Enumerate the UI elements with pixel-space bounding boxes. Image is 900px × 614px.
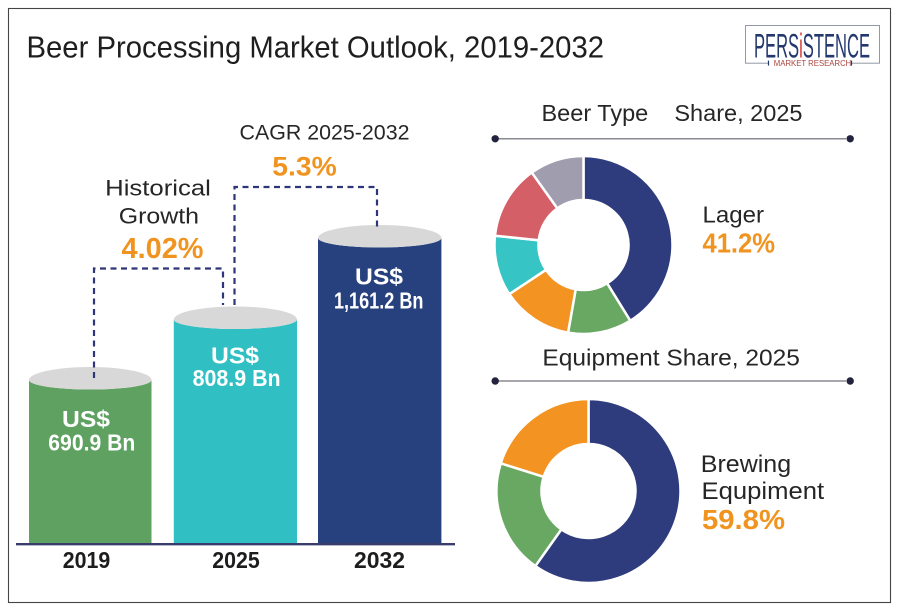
svg-text:PERSiSTENCE: PERSiSTENCE	[754, 28, 870, 66]
svg-text:Growth: Growth	[119, 204, 199, 229]
svg-text:808.9 Bn: 808.9 Bn	[193, 365, 281, 391]
svg-text:690.9 Bn: 690.9 Bn	[48, 430, 135, 456]
svg-text:CAGR 2025-2032: CAGR 2025-2032	[240, 120, 410, 144]
svg-text:US$: US$	[62, 406, 110, 432]
svg-text:MARKET RESEARCH: MARKET RESEARCH	[774, 59, 852, 68]
svg-text:Beer Processing Market Outlook: Beer Processing Market Outlook, 2019-203…	[27, 30, 605, 64]
svg-text:1,161.2 Bn: 1,161.2 Bn	[334, 288, 424, 314]
svg-text:2032: 2032	[354, 547, 405, 573]
svg-text:2019: 2019	[63, 547, 111, 573]
svg-text:5.3%: 5.3%	[272, 151, 336, 181]
svg-text:59.8%: 59.8%	[702, 504, 785, 535]
svg-text:2025: 2025	[212, 547, 260, 573]
svg-text:US$: US$	[355, 264, 403, 290]
svg-text:Lager: Lager	[703, 202, 765, 228]
svg-text:Brewing: Brewing	[701, 451, 791, 478]
svg-text:Beer Type Share, 2025: Beer Type Share, 2025	[542, 100, 803, 126]
svg-text:Equpiment: Equpiment	[702, 478, 825, 505]
svg-text:US$: US$	[211, 343, 259, 369]
svg-text:Equipment Share, 2025: Equipment Share, 2025	[542, 345, 800, 371]
svg-text:41.2%: 41.2%	[703, 228, 776, 259]
svg-text:Historical: Historical	[105, 175, 211, 200]
svg-text:4.02%: 4.02%	[122, 233, 204, 265]
